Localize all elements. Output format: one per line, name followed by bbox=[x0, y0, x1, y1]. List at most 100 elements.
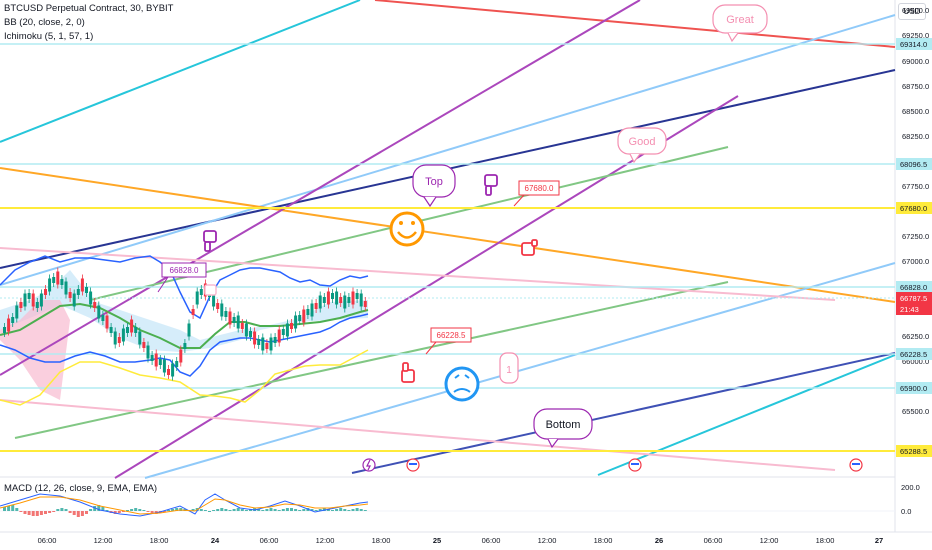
price-note-67680[interactable]: 67680.0 bbox=[513, 180, 560, 207]
macd-hist-bar bbox=[208, 511, 211, 512]
price-marker-label: 67680.0 bbox=[900, 204, 927, 213]
price-marker-bg bbox=[896, 158, 932, 170]
candle-body bbox=[224, 311, 228, 317]
macd-hist-bar bbox=[23, 511, 27, 514]
bb-indicator-label[interactable]: BB (20, close, 2, 0) bbox=[4, 17, 85, 28]
callout-good[interactable]: Good bbox=[617, 127, 667, 164]
macd-hist-bar bbox=[97, 505, 101, 511]
currency-button[interactable]: USD bbox=[898, 3, 926, 20]
hand-pointing-icon[interactable] bbox=[204, 284, 217, 296]
us-flag-event-icon[interactable] bbox=[849, 458, 863, 472]
price-note-66828[interactable]: 66828.0 bbox=[157, 262, 207, 293]
candle-body bbox=[56, 271, 60, 285]
macd-axis-label: 0.0 bbox=[901, 507, 911, 516]
candle-body bbox=[27, 293, 31, 299]
macd-hist-bar bbox=[93, 506, 97, 511]
candlestick-series[interactable] bbox=[3, 267, 367, 381]
price-marker-label: 65288.5 bbox=[900, 447, 927, 456]
candle-body bbox=[269, 337, 273, 351]
macd-hist-bar bbox=[64, 509, 68, 511]
price-marker-bg bbox=[896, 303, 932, 315]
candle-body bbox=[89, 291, 93, 305]
macd-hist-bar bbox=[273, 509, 277, 511]
candle-body bbox=[359, 293, 363, 307]
candle-body bbox=[39, 293, 43, 307]
trendlines[interactable] bbox=[0, 0, 896, 479]
macd-hist-bar bbox=[290, 508, 293, 511]
candle-body bbox=[154, 353, 158, 367]
macd-hist-bar bbox=[134, 508, 138, 511]
candle-body bbox=[249, 331, 252, 337]
callout-one[interactable]: 1 bbox=[499, 352, 519, 384]
macd-hist-bar bbox=[48, 511, 52, 513]
macd-hist-bar bbox=[212, 510, 216, 511]
macd-hist-bar bbox=[294, 509, 298, 511]
macd-hist-bar bbox=[44, 511, 47, 514]
candle-body bbox=[265, 343, 269, 349]
macd-hist-bar bbox=[171, 509, 175, 511]
candle-body bbox=[191, 309, 195, 315]
macd-hist-bar bbox=[257, 509, 261, 511]
time-tick-label: 18:00 bbox=[150, 536, 169, 545]
macd-histogram[interactable] bbox=[3, 505, 367, 517]
lightning-event-icon[interactable] bbox=[362, 458, 376, 472]
macd-hist-bar bbox=[117, 511, 121, 513]
smiley-face-icon[interactable] bbox=[389, 211, 425, 247]
us-flag-event-icon[interactable] bbox=[406, 458, 420, 472]
candle-body bbox=[253, 331, 257, 345]
time-tick-label: 06:00 bbox=[38, 536, 57, 545]
macd-hist-bar bbox=[232, 509, 236, 511]
time-axis[interactable]: 06:00 12:00 18:00 24 06:00 12:00 18:00 25 06:00 1… bbox=[38, 536, 884, 545]
symbol-title[interactable]: BTCUSD Perpetual Contract, 30, BYBIT bbox=[4, 3, 174, 14]
us-flag-event-icon[interactable] bbox=[628, 458, 642, 472]
candle-body bbox=[97, 305, 101, 319]
confused-face-icon[interactable] bbox=[444, 366, 480, 402]
candle-body bbox=[281, 329, 285, 335]
macd-hist-bar bbox=[130, 509, 134, 511]
macd-hist-bar bbox=[35, 511, 39, 516]
macd-hist-bar bbox=[302, 509, 306, 511]
macd-hist-bar bbox=[76, 511, 80, 517]
time-tick-label: 24 bbox=[211, 536, 220, 545]
callout-great[interactable]: Great bbox=[712, 4, 768, 43]
ichimoku-cloud-bear bbox=[0, 300, 70, 400]
callout-top[interactable]: Top bbox=[412, 164, 456, 208]
macd-hist-bar bbox=[203, 510, 207, 511]
candle-body bbox=[15, 305, 19, 319]
price-tick-label: 67750.0 bbox=[902, 182, 929, 191]
price-tick-label: 69250.0 bbox=[902, 31, 929, 40]
candle-body bbox=[60, 279, 64, 285]
ichimoku-cloud-bull bbox=[0, 270, 368, 352]
candle-body bbox=[310, 303, 314, 317]
price-tick-label: 65500.0 bbox=[902, 407, 929, 416]
thumbs-up-icon[interactable] bbox=[521, 239, 538, 256]
ichimoku-lagging-line bbox=[0, 349, 369, 406]
candle-body bbox=[7, 318, 11, 332]
price-marker-bg bbox=[896, 202, 932, 214]
candle-body bbox=[335, 291, 339, 305]
price-note-66228[interactable]: 66228.5 bbox=[425, 327, 472, 355]
callout-bottom[interactable]: Bottom bbox=[533, 408, 593, 449]
macd-hist-bar bbox=[89, 509, 93, 511]
ichimoku-indicator-label[interactable]: Ichimoku (5, 1, 57, 1) bbox=[4, 31, 94, 42]
macd-hist-bar bbox=[126, 510, 129, 511]
macd-hist-bar bbox=[335, 509, 339, 511]
macd-indicator-label[interactable]: MACD (12, 26, close, 9, EMA, EMA) bbox=[4, 483, 158, 494]
candle-body bbox=[257, 339, 261, 345]
candle-body bbox=[150, 355, 154, 361]
candle-body bbox=[314, 303, 318, 309]
macd-hist-bar bbox=[11, 505, 15, 511]
candle-body bbox=[216, 303, 220, 309]
candle-body bbox=[162, 359, 166, 373]
candle-body bbox=[11, 317, 15, 323]
macd-hist-bar bbox=[281, 509, 285, 511]
price-tick-label: 69500.0 bbox=[902, 6, 929, 15]
thumbs-down-icon[interactable] bbox=[203, 230, 217, 252]
macd-hist-bar bbox=[351, 509, 355, 511]
candle-body bbox=[318, 295, 322, 309]
price-tick-label: 66250.0 bbox=[902, 332, 929, 341]
candle-body bbox=[228, 311, 232, 325]
thumbs-up-icon[interactable] bbox=[401, 362, 415, 383]
thumbs-down-icon[interactable] bbox=[484, 174, 498, 196]
